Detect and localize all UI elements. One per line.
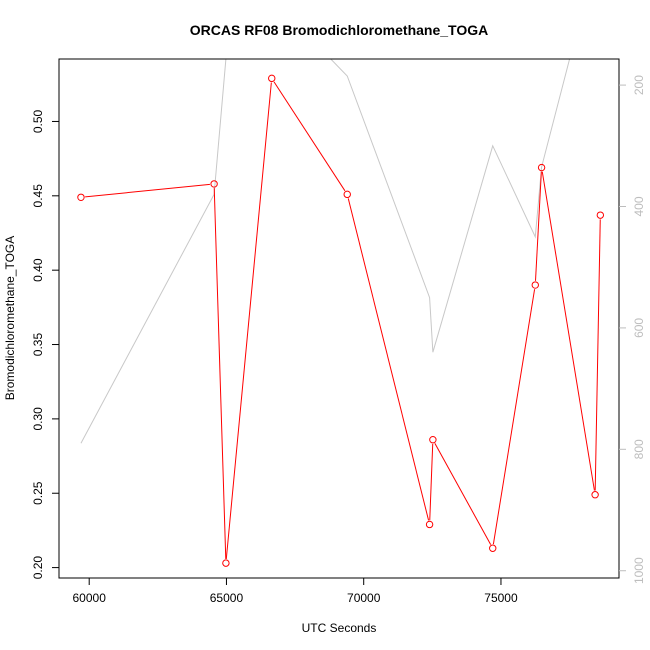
x-axis-label: UTC Seconds <box>302 621 377 635</box>
y2-axis: 200 400 600 800 1000 <box>619 75 646 584</box>
primary-series-segment <box>273 81 346 192</box>
primary-series-segment <box>429 443 434 521</box>
data-point <box>531 281 539 289</box>
x-tick-label: 70000 <box>347 591 381 605</box>
primary-series-segment <box>225 82 272 559</box>
data-point <box>596 211 605 219</box>
x-tick-label: 65000 <box>210 591 244 605</box>
y-tick-label: 0.45 <box>31 184 45 208</box>
primary-series-segment <box>85 183 210 198</box>
primary-series-layer <box>77 74 605 567</box>
chart-title: ORCAS RF08 Bromodichloromethane_TOGA <box>190 22 488 38</box>
data-point <box>77 193 85 202</box>
primary-series-segment <box>492 289 536 545</box>
y-axis-label: Bromodichloromethane_TOGA <box>3 236 17 401</box>
data-point <box>268 74 276 83</box>
y2-tick-label: 200 <box>632 75 646 95</box>
primary-series-segment <box>213 188 227 559</box>
y-tick-label: 0.35 <box>31 333 45 357</box>
data-point <box>222 559 230 567</box>
y-tick-label: 0.30 <box>31 407 45 431</box>
x-tick-label: 60000 <box>73 591 107 605</box>
primary-series-segment <box>347 198 430 521</box>
primary-series-segment <box>541 171 595 491</box>
primary-series-segment <box>434 443 492 545</box>
y-tick-label: 0.25 <box>31 481 45 505</box>
primary-series-segment <box>535 171 542 281</box>
data-point <box>591 491 599 499</box>
y-tick-label: 0.40 <box>31 258 45 282</box>
primary-series-segment <box>594 219 601 491</box>
y2-tick-label: 800 <box>632 439 646 459</box>
plot-frame <box>58 58 620 579</box>
secondary-series-line <box>80 59 571 444</box>
y2-tick-label: 400 <box>632 196 646 216</box>
data-point <box>489 544 497 552</box>
y2-tick-label: 600 <box>632 318 646 338</box>
data-point <box>210 180 218 188</box>
data-point <box>429 435 437 444</box>
x-tick-label: 75000 <box>484 591 518 605</box>
x-axis: 60000 65000 70000 75000 <box>73 578 518 605</box>
y-tick-label: 0.20 <box>31 556 45 580</box>
secondary-series-layer <box>80 59 571 444</box>
data-point <box>343 190 351 199</box>
y-tick-label: 0.50 <box>31 109 45 133</box>
data-point <box>537 163 546 172</box>
y-axis: 0.20 0.25 0.30 0.35 0.40 0.45 0.50 <box>31 109 59 579</box>
y2-tick-label: 1000 <box>632 557 646 584</box>
data-point <box>425 520 434 529</box>
